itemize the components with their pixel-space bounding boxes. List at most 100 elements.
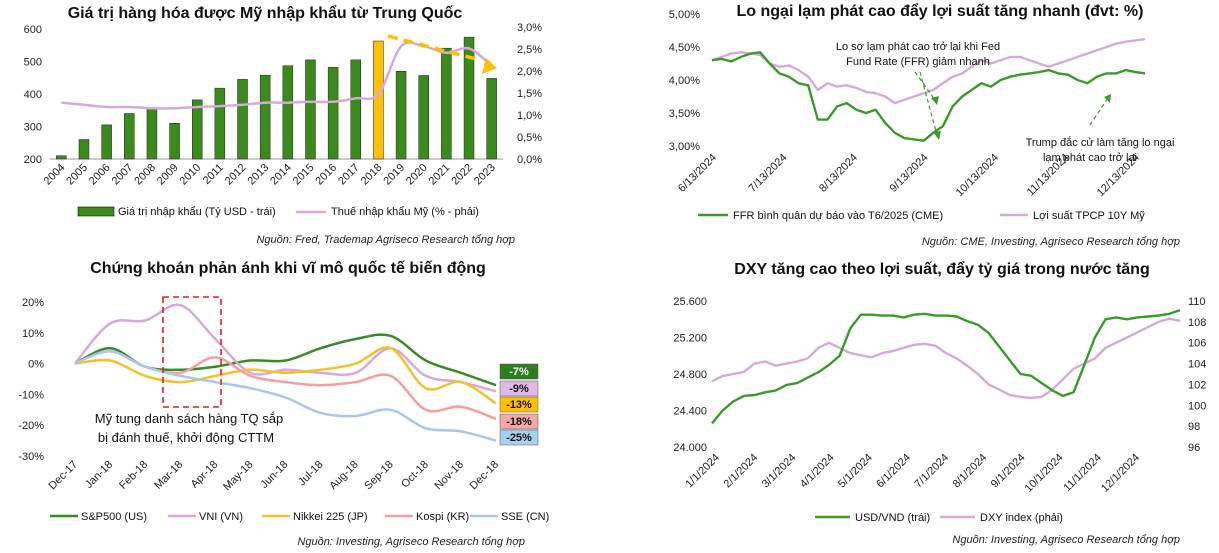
- import-bar: [327, 67, 339, 160]
- chart3-y-tick: 10%: [22, 328, 44, 340]
- import-bar: [418, 75, 429, 160]
- import-bar: [350, 59, 362, 160]
- chart1-x-tick: 2017: [336, 162, 362, 188]
- chart3-series-line: [74, 350, 497, 442]
- chart-us-imports-from-china: Giá trị hàng hóa được Mỹ nhập khẩu từ Tr…: [24, 4, 543, 246]
- chart2-x-tick: 9/13/2024: [888, 152, 931, 195]
- chart3-x-tick: Jul-18: [296, 459, 326, 489]
- chart1-x-tick: 2007: [110, 162, 136, 188]
- chart-inflation-yields: Lo ngại lạm phát cao đẩy lợi suất tăng n…: [669, 2, 1180, 248]
- chart3-y-tick: -10%: [18, 389, 44, 401]
- import-bar: [169, 123, 180, 160]
- chart4-y-left-tick: 25.600: [673, 296, 707, 308]
- chart1-x-tick: 2018: [359, 162, 385, 188]
- chart3-x-tick: Mar-18: [152, 459, 185, 492]
- chart3-source: Nguồn: Investing, Agriseco Research tổng…: [297, 536, 525, 548]
- chart2-source: Nguồn: CME, Investing, Agriseco Research…: [922, 236, 1180, 248]
- chart2-y-tick: 3,00%: [669, 141, 700, 153]
- chart4-y-left-tick: 24.000: [673, 442, 707, 454]
- chart4-x-tick: 10/1/2024: [1023, 452, 1066, 495]
- chart4-x-tick: 5/1/2024: [836, 452, 875, 491]
- chart4-x-tick: 12/1/2024: [1099, 452, 1142, 495]
- annotation-trump-line2: lạm phát cao trở lại: [1043, 152, 1137, 164]
- chart3-x-tick: Nov-18: [432, 459, 466, 493]
- chart1-x-tick: 2016: [313, 162, 339, 188]
- annotation-line1: Mỹ tung danh sách hàng TQ sắp: [95, 411, 283, 426]
- trend-arrow-head: [482, 58, 497, 74]
- chart4-y-right-tick: 106: [1188, 338, 1206, 350]
- chart3-y-tick: -30%: [18, 451, 44, 463]
- chart1-y-right-tick: 0,5%: [517, 132, 542, 144]
- import-bar: [56, 155, 67, 160]
- chart3-legend-label: VNI (VN): [199, 511, 243, 523]
- end-value-badge: [499, 363, 539, 380]
- import-bar: [305, 59, 316, 160]
- import-bar: [214, 87, 226, 160]
- chart3-legend-label: Nikkei 225 (JP): [293, 511, 368, 523]
- chart4-x-tick: 6/1/2024: [874, 452, 913, 491]
- import-bar: [146, 108, 158, 160]
- import-bar: [463, 36, 475, 160]
- chart4-x-tick: 4/1/2024: [798, 452, 837, 491]
- end-value-label: -25%: [506, 432, 532, 444]
- annotation-fed-arrowhead2: [933, 131, 941, 140]
- chart4-y-right-tick: 100: [1188, 400, 1206, 412]
- end-value-badge: [499, 413, 539, 430]
- chart1-x-tick: 2004: [42, 162, 68, 188]
- chart1-x-tick: 2013: [245, 162, 271, 188]
- chart1-x-tick: 2008: [132, 162, 158, 188]
- chart1-y-left-tick: 500: [24, 57, 42, 69]
- import-bar: [441, 47, 452, 160]
- chart4-x-tick: 7/1/2024: [912, 452, 951, 491]
- chart4-x-tick: 1/1/2024: [683, 452, 722, 491]
- import-bar: [78, 139, 90, 160]
- chart1-x-tick: 2020: [404, 162, 430, 188]
- chart1-x-tick: 2014: [268, 162, 294, 188]
- chart4-title: DXY tăng cao theo lợi suất, đẩy tỷ giá t…: [734, 260, 1149, 278]
- chart4-x-tick: 9/1/2024: [989, 452, 1028, 491]
- chart4-series-line: [711, 317, 1181, 400]
- legend-bar-swatch: [77, 206, 115, 217]
- annotation-trump-arrow: [1089, 97, 1109, 126]
- chart3-x-tick: Jan-18: [83, 459, 115, 491]
- import-bar: [486, 78, 497, 160]
- chart3-y-tick: 0%: [28, 359, 44, 371]
- chart3-title: Chứng khoán phản ánh khi vĩ mô quốc tế b…: [90, 260, 486, 277]
- chart4-y-right-tick: 98: [1188, 421, 1200, 433]
- chart4-y-left-tick: 25.200: [673, 333, 707, 345]
- highlight-box: [162, 296, 222, 408]
- chart1-y-left-tick: 400: [24, 89, 42, 101]
- chart3-x-tick: Dec-18: [468, 459, 502, 493]
- chart2-series-line: [711, 51, 1146, 142]
- legend-yield-label: Lợi suất TPCP 10Y Mỹ: [1033, 210, 1145, 222]
- chart2-y-tick: 4,00%: [669, 75, 700, 87]
- import-bar: [395, 71, 407, 160]
- chart1-y-left-tick: 200: [24, 154, 42, 166]
- import-bar: [124, 113, 135, 160]
- legend-bar-label: Giá trị nhập khẩu (Tỷ USD - trái): [118, 206, 276, 218]
- chart1-y-right-tick: 1,5%: [517, 88, 542, 100]
- chart3-series-line: [74, 346, 497, 405]
- chart3-x-tick: Aug-18: [327, 459, 361, 493]
- chart2-y-tick: 3,50%: [669, 108, 700, 120]
- chart4-y-left-tick: 24.800: [673, 369, 707, 381]
- chart4-x-tick: 11/1/2024: [1061, 452, 1104, 495]
- chart4-x-tick: 3/1/2024: [760, 452, 799, 491]
- chart1-x-tick: 2009: [155, 162, 181, 188]
- chart4-y-right-tick: 96: [1188, 442, 1200, 454]
- end-value-badge: [499, 396, 539, 413]
- chart4-y-right-tick: 108: [1188, 317, 1206, 329]
- chart1-x-tick: 2022: [449, 162, 475, 188]
- chart3-legend-label: S&P500 (US): [81, 511, 147, 523]
- chart1-x-tick: 2006: [87, 162, 113, 188]
- chart4-y-right-tick: 110: [1188, 296, 1206, 308]
- chart4-y-left-tick: 24.400: [673, 406, 707, 418]
- chart3-y-tick: -20%: [18, 420, 44, 432]
- chart2-y-tick: 4,50%: [669, 42, 700, 54]
- chart3-x-tick: Apr-18: [189, 459, 221, 491]
- import-bar: [259, 74, 271, 160]
- end-value-label: -13%: [506, 399, 532, 411]
- annotation-fed-line1: Lo sợ lạm phát cao trở lại khi Fed: [836, 41, 1000, 53]
- end-value-badge: [499, 380, 539, 397]
